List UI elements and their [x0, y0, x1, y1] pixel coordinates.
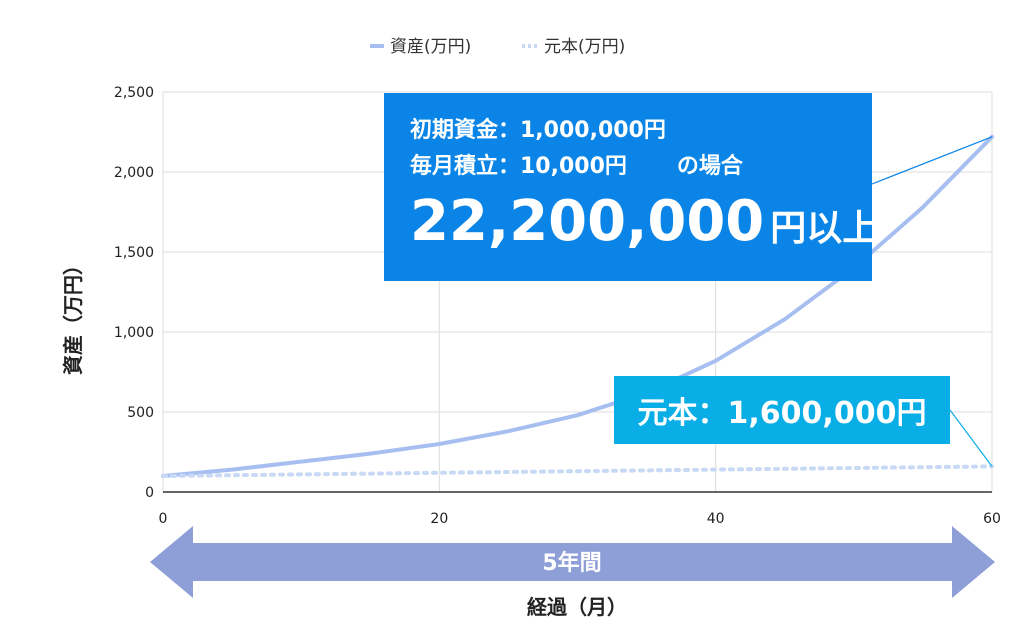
y-axis-title: 資産（万円） [61, 255, 85, 375]
x-tick-label: 0 [159, 511, 168, 527]
y-tick-label: 1,000 [114, 325, 154, 341]
legend-label-principal: 元本(万円) [544, 37, 625, 57]
legend-label-asset: 資産(万円) [390, 37, 471, 57]
series-principal-line [161, 464, 994, 478]
y-tick-label: 2,500 [114, 85, 154, 101]
x-tick-label: 40 [707, 511, 725, 527]
monthly-contribution-text: 毎月積立：10,000円 [410, 154, 627, 179]
double-arrow-shape [150, 526, 995, 598]
final-amount-unit: 円以上 [770, 208, 879, 249]
y-tick-label: 0 [145, 485, 154, 501]
monthly-contribution-line: 毎月積立：10,000円 の場合 [410, 149, 846, 185]
final-amount: 22,200,000 円以上 [410, 189, 878, 262]
leader-line-principal [949, 409, 993, 467]
initial-capital-line: 初期資金：1,000,000円 [410, 118, 666, 143]
y-tick-label: 500 [127, 405, 154, 421]
x-tick-label: 60 [983, 511, 1001, 527]
period-arrow: 5年間 [150, 526, 995, 598]
y-tick-label: 2,000 [114, 165, 154, 181]
leader-line-final [871, 136, 993, 185]
final-amount-callout: 初期資金：1,000,000円 毎月積立：10,000円 の場合 22,200,0… [384, 93, 878, 281]
case-suffix: の場合 [676, 154, 743, 179]
y-tick-label: 1,500 [114, 245, 154, 261]
leader-lines [871, 136, 993, 467]
period-label: 5年間 [542, 550, 601, 576]
axes: 0 500 1,000 1,500 2,000 2,500 0 20 40 60 [114, 85, 1001, 527]
legend: 資産(万円) 元本(万円) [370, 37, 625, 57]
principal-callout: 元本：1,600,000円 [614, 376, 950, 444]
final-amount-value: 22,200,000 [410, 189, 765, 254]
x-axis-title: 経過（月） [527, 595, 627, 619]
x-tick-label: 20 [430, 511, 448, 527]
